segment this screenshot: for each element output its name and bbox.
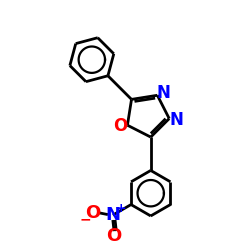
Text: O: O <box>114 118 128 136</box>
Text: N: N <box>156 84 170 102</box>
Text: O: O <box>106 227 122 245</box>
Text: O: O <box>85 204 100 222</box>
Text: N: N <box>105 206 120 224</box>
Text: −: − <box>79 212 91 226</box>
Text: +: + <box>116 202 126 215</box>
Text: N: N <box>170 111 183 129</box>
